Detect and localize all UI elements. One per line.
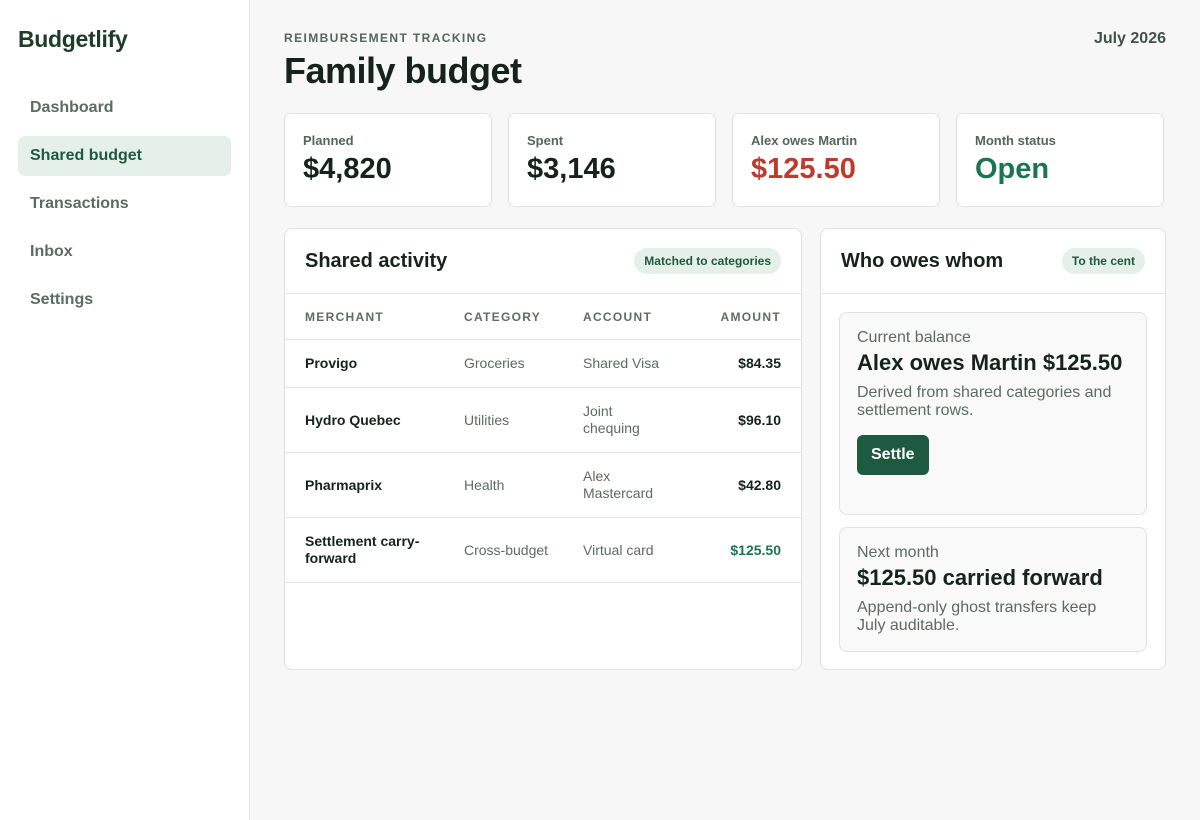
stat-label: Alex owes Martin [751, 133, 858, 148]
table-row[interactable]: Provigo Groceries Shared Visa $84.35 [285, 339, 801, 388]
stat-card-month-status: Month status Open [956, 113, 1164, 207]
card-title: Shared activity [305, 250, 448, 272]
merchant-cell: Hydro Quebec [285, 387, 464, 453]
amount-cell: $84.35 [683, 339, 801, 388]
carried-forward-amount: $125.50 carried forward [857, 565, 1103, 590]
settle-button[interactable]: Settle [857, 435, 929, 475]
stat-value: Open [975, 153, 1050, 185]
current-balance-label: Current balance [857, 329, 971, 346]
account-cell: Shared Visa [583, 339, 683, 388]
stat-card-balance: Alex owes Martin $125.50 [732, 113, 940, 207]
sidebar-item-settings[interactable]: Settings [30, 291, 94, 308]
amount-cell: $125.50 [683, 517, 801, 583]
category-cell: Cross-budget [464, 517, 583, 583]
sidebar-nav: Dashboard Shared budget Transactions Inb… [18, 88, 231, 328]
status-badge: Matched to categories [634, 248, 781, 274]
stat-card-spent: Spent $3,146 [508, 113, 716, 207]
stat-value: $3,146 [527, 153, 616, 185]
sidebar-item-inbox[interactable]: Inbox [30, 243, 73, 260]
category-cell: Utilities [464, 387, 583, 453]
account-cell: Virtual card [583, 517, 683, 583]
stat-value: $125.50 [751, 153, 856, 185]
app-logo[interactable]: Budgetlify [18, 26, 128, 52]
stat-label: Planned [303, 133, 354, 148]
merchant-cell: Settlement carry-forward [285, 517, 464, 583]
category-cell: Health [464, 452, 583, 518]
table-row[interactable]: Hydro Quebec Utilities Joint chequing $9… [285, 387, 801, 453]
amount-cell: $96.10 [683, 387, 801, 453]
table-row[interactable]: Settlement carry-forward Cross-budget Vi… [285, 517, 801, 583]
table-row[interactable]: Pharmaprix Health Alex Mastercard $42.80 [285, 452, 801, 518]
next-month-panel: Next month $125.50 carried forward Appen… [839, 527, 1147, 652]
account-cell: Alex Mastercard [583, 452, 683, 518]
current-balance-amount: Alex owes Martin $125.50 [857, 350, 1123, 375]
card-header: Who owes whom To the cent [821, 229, 1165, 294]
next-month-description: Append-only ghost transfers keep July au… [857, 599, 1097, 634]
account-cell: Joint chequing [583, 387, 683, 453]
who-owes-whom-card: Who owes whom To the cent Current balanc… [820, 228, 1166, 670]
sidebar-item-dashboard[interactable]: Dashboard [30, 99, 114, 116]
page-eyebrow: REIMBURSEMENT TRACKING [284, 31, 488, 45]
category-cell: Groceries [464, 339, 583, 388]
shared-activity-card: Shared activity Matched to categories ME… [284, 228, 802, 670]
column-header-category[interactable]: CATEGORY [464, 294, 583, 340]
card-title: Who owes whom [841, 250, 1004, 272]
sidebar-item-transactions[interactable]: Transactions [30, 195, 129, 212]
merchant-cell: Provigo [285, 339, 464, 388]
table-header-row: MERCHANT CATEGORY ACCOUNT AMOUNT [285, 294, 801, 340]
stat-card-planned: Planned $4,820 [284, 113, 492, 207]
next-month-label: Next month [857, 544, 939, 561]
stat-value: $4,820 [303, 153, 392, 185]
column-header-amount[interactable]: AMOUNT [683, 294, 801, 340]
status-badge: To the cent [1061, 248, 1145, 274]
stat-label: Month status [975, 133, 1056, 148]
current-balance-description: Derived from shared categories and settl… [857, 384, 1112, 419]
amount-cell: $42.80 [683, 452, 801, 518]
column-header-merchant[interactable]: MERCHANT [285, 294, 464, 340]
card-header: Shared activity Matched to categories [285, 229, 801, 294]
stat-label: Spent [527, 133, 564, 148]
sidebar: Budgetlify Dashboard Shared budget Trans… [0, 0, 250, 820]
column-header-account[interactable]: ACCOUNT [583, 294, 683, 340]
sidebar-item-shared-budget[interactable]: Shared budget [18, 136, 231, 176]
merchant-cell: Pharmaprix [285, 452, 464, 518]
activity-table: MERCHANT CATEGORY ACCOUNT AMOUNT Provigo… [285, 294, 801, 583]
page-title: Family budget [284, 50, 522, 91]
current-balance-panel: Current balance Alex owes Martin $125.50… [839, 312, 1147, 515]
period-label: July 2026 [1093, 30, 1166, 47]
